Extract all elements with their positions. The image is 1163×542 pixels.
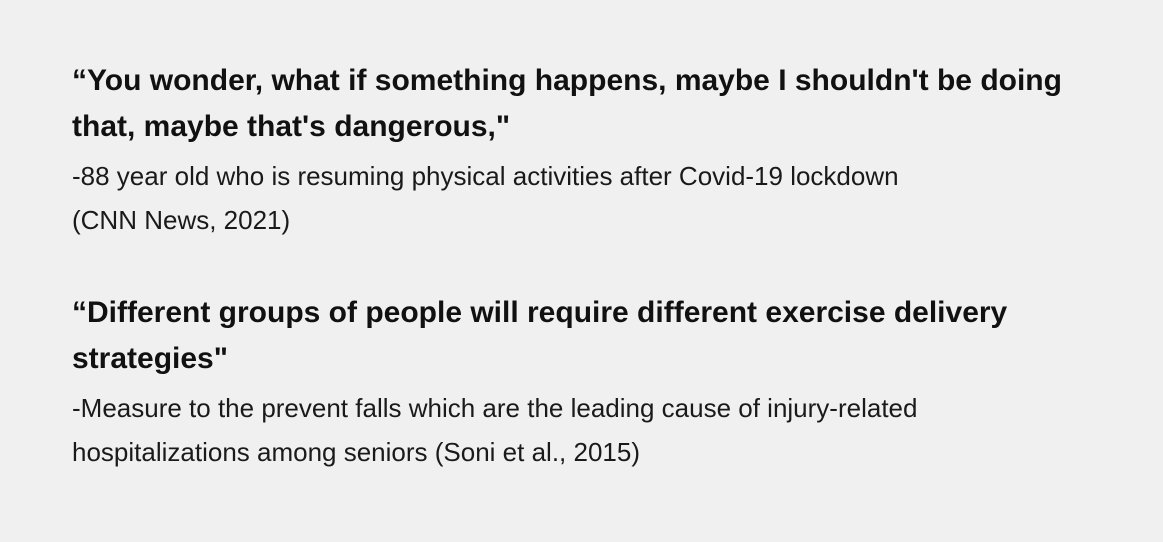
quote-attribution: -88 year old who is resuming physical ac… (72, 154, 1122, 242)
quote-text: “You wonder, what if something happens, … (72, 64, 1062, 143)
quote-block-covid: “You wonder, what if something happens, … (72, 58, 1103, 242)
quote-block-exercise: “Different groups of people will require… (72, 290, 1103, 474)
attribution-source: hospitalizations among seniors (Soni et … (72, 437, 640, 467)
quote-text: “Different groups of people will require… (72, 296, 1008, 375)
attribution-line: -88 year old who is resuming physical ac… (72, 161, 899, 191)
attribution-line: -Measure to the prevent falls which are … (72, 393, 918, 423)
quote-attribution: -Measure to the prevent falls which are … (72, 386, 1122, 474)
attribution-source: (CNN News, 2021) (72, 205, 291, 235)
